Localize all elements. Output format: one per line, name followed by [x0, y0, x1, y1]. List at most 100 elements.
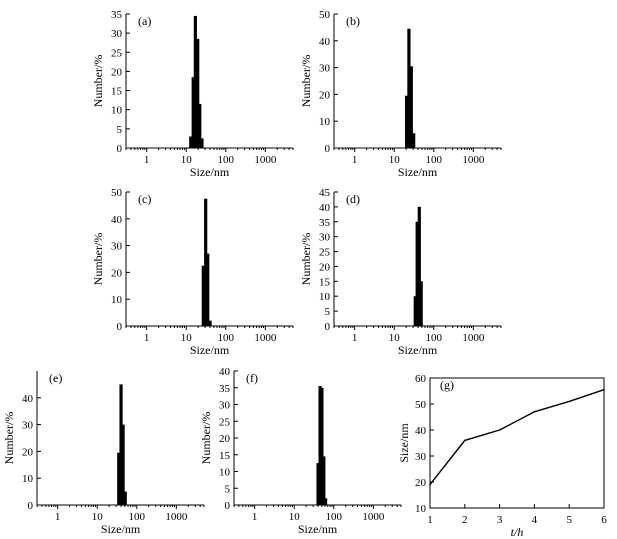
histogram-bar	[413, 296, 417, 326]
series-line	[429, 389, 605, 486]
y-axis-title: Number/%	[299, 55, 313, 108]
y-tick-label: 50	[111, 187, 123, 199]
y-tick-label: 10	[319, 291, 331, 303]
y-tick-label: 20	[111, 267, 123, 279]
y-tick-label: 20	[319, 89, 331, 101]
chart-panel-c: 0 10 20 30 40 50 1 10 100 1000 Size/nm Number/% (c)	[91, 187, 294, 357]
y-tick-label: 50	[415, 399, 427, 411]
histogram-bar	[189, 136, 193, 148]
x-tick-label: 2	[462, 514, 468, 526]
y-tick-label: 40	[111, 214, 123, 226]
x-tick-label: 100	[426, 154, 443, 166]
x-axis-title: Size/nm	[190, 343, 230, 357]
y-tick-label: 10	[319, 116, 331, 128]
histogram-bar	[407, 28, 411, 149]
histogram-bar	[322, 456, 326, 505]
x-tick-label: 1	[144, 154, 150, 166]
y-tick-label: 30	[111, 28, 123, 40]
y-tick-label: 40	[415, 425, 427, 437]
x-tick-label: 1	[427, 514, 433, 526]
chart-panel-f: 0 5 10 15 20 25 30 35 40 1 10 100 1000 Size/nm Number/…	[199, 366, 402, 536]
histogram-bar	[201, 265, 205, 326]
histogram-bar	[204, 198, 208, 326]
y-tick-label: 15	[219, 450, 231, 462]
x-tick-label: 5	[566, 514, 572, 526]
y-tick-label: 30	[415, 451, 427, 463]
y-tick-label: 25	[111, 47, 123, 59]
x-tick-label: 4	[532, 514, 538, 526]
x-tick-label: 1000	[362, 511, 385, 523]
y-tick-label: 40	[319, 202, 331, 214]
histogram-bar	[415, 221, 419, 326]
y-tick-label: 15	[319, 276, 331, 288]
chart-panel-d: 0 5 10 15 20 25 30 35 40 45 1 10 100 1000 Size/nm Numbe…	[299, 187, 502, 357]
chart-panel-e: 0 10 20 30 40 1 10 100 1000 Size/nm Number/% (e)	[2, 371, 205, 536]
chart-panel-g: 10 20 30 40 50 60 1 2 3 4 5 6 t/h Size/nm (g)	[397, 373, 607, 539]
y-tick-label: 15	[111, 86, 123, 98]
panel-label: (g)	[440, 378, 454, 392]
x-tick-label: 100	[129, 511, 146, 523]
panel-label: (c)	[138, 192, 151, 206]
histogram-bar	[404, 95, 409, 148]
x-tick-label: 10	[289, 511, 301, 523]
y-tick-label: 0	[28, 500, 34, 512]
histogram-bar	[191, 77, 195, 148]
y-tick-label: 10	[22, 473, 34, 485]
x-tick-label: 1	[352, 154, 358, 166]
x-axis-title: Size/nm	[190, 165, 230, 179]
histogram-bar	[320, 387, 324, 505]
y-tick-label: 0	[117, 321, 123, 333]
chart-panel-b: 0 10 20 30 40 50 1 10 100 1000 Size/nm Number/% (b)	[299, 9, 502, 179]
x-tick-label: 1	[55, 511, 61, 523]
y-tick-label: 5	[325, 306, 331, 318]
data-point	[533, 411, 536, 413]
y-tick-label: 20	[219, 433, 231, 445]
y-tick-label: 30	[22, 420, 34, 432]
histogram-bar	[208, 320, 212, 326]
histogram-bar	[123, 491, 127, 505]
x-tick-label: 3	[497, 514, 503, 526]
histogram-bar	[409, 66, 413, 148]
y-tick-label: 10	[111, 294, 123, 306]
y-tick-label: 20	[319, 261, 331, 273]
y-tick-label: 25	[319, 247, 331, 259]
y-tick-label: 30	[319, 63, 331, 75]
x-tick-label: 1000	[165, 511, 188, 523]
histogram-bar	[200, 138, 204, 148]
data-point	[568, 400, 570, 403]
x-tick-label: 10	[92, 511, 104, 523]
data-point	[464, 439, 466, 442]
x-tick-label: 10	[389, 332, 401, 344]
y-tick-label: 10	[111, 105, 123, 117]
y-tick-label: 0	[325, 321, 331, 333]
y-tick-label: 35	[319, 217, 331, 229]
y-tick-label: 20	[415, 477, 427, 489]
y-tick-label: 10	[415, 503, 427, 515]
x-tick-label: 1000	[462, 154, 485, 166]
histogram-bar	[323, 498, 328, 505]
data-point	[429, 483, 431, 486]
x-tick-label: 10	[389, 154, 401, 166]
y-axis-title: Number/%	[2, 412, 16, 465]
y-axis-title: Size/nm	[397, 423, 411, 463]
histogram-bar	[119, 384, 123, 505]
histogram-bar	[121, 424, 125, 505]
histogram-bar	[193, 15, 197, 148]
y-tick-label: 0	[225, 500, 231, 512]
y-tick-label: 30	[319, 232, 331, 244]
histogram-bar	[198, 103, 202, 148]
x-tick-label: 1	[252, 511, 258, 523]
data-point	[603, 388, 605, 391]
y-tick-label: 5	[117, 124, 123, 136]
y-tick-label: 45	[319, 187, 331, 199]
x-tick-label: 100	[218, 154, 235, 166]
x-tick-label: 1	[352, 332, 358, 344]
y-tick-label: 25	[219, 416, 231, 428]
y-tick-label: 40	[22, 393, 34, 405]
y-tick-label: 50	[319, 9, 331, 21]
y-tick-label: 35	[219, 383, 231, 395]
panel-label: (f)	[246, 371, 258, 385]
y-axis-title: Number/%	[299, 233, 313, 286]
y-tick-label: 30	[111, 241, 123, 253]
